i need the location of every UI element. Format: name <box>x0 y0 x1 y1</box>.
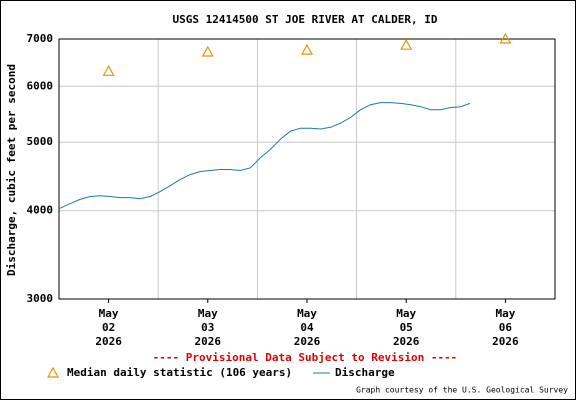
y-tick-label: 5000 <box>27 135 54 148</box>
x-tick-label: May 05 2026 <box>393 307 420 348</box>
x-tick-label: May 03 2026 <box>195 307 222 348</box>
provisional-notice: ---- Provisional Data Subject to Revisio… <box>153 351 458 364</box>
chart-title: USGS 12414500 ST JOE RIVER AT CALDER, ID <box>173 13 438 26</box>
median-marker <box>400 38 413 50</box>
x-tick-label: May 06 2026 <box>492 307 519 348</box>
median-marker <box>201 45 214 57</box>
legend-label: Median daily statistic (106 years) <box>67 366 292 379</box>
y-tick-label: 3000 <box>27 292 54 305</box>
median-marker <box>300 43 314 55</box>
median-marker <box>102 65 115 76</box>
legend-label: Discharge <box>335 366 395 379</box>
x-tick-label: May 04 2026 <box>294 307 321 348</box>
y-tick-label: 6000 <box>27 79 54 92</box>
y-axis-label: Discharge, cubic feet per second <box>5 64 18 276</box>
plot-area <box>58 38 556 300</box>
y-tick-label: 4000 <box>27 204 54 217</box>
discharge-line <box>58 102 470 210</box>
x-tick-label: May 02 2026 <box>95 307 122 348</box>
credit: Graph courtesy of the U.S. Geological Su… <box>356 386 568 395</box>
y-tick-label: 7000 <box>27 32 54 45</box>
median-marker <box>499 32 512 44</box>
legend-swatch <box>46 366 60 378</box>
